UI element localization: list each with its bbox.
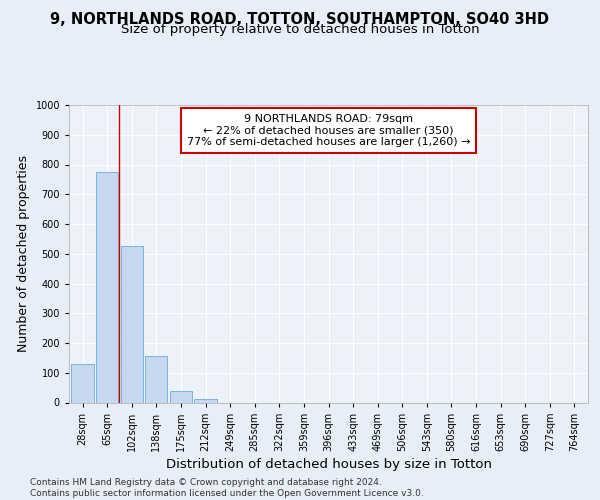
Bar — [121, 246, 143, 402]
Bar — [145, 356, 167, 403]
Text: Contains HM Land Registry data © Crown copyright and database right 2024.
Contai: Contains HM Land Registry data © Crown c… — [30, 478, 424, 498]
Bar — [170, 390, 192, 402]
Text: Size of property relative to detached houses in Totton: Size of property relative to detached ho… — [121, 22, 479, 36]
Text: 9, NORTHLANDS ROAD, TOTTON, SOUTHAMPTON, SO40 3HD: 9, NORTHLANDS ROAD, TOTTON, SOUTHAMPTON,… — [50, 12, 550, 28]
Bar — [194, 399, 217, 402]
X-axis label: Distribution of detached houses by size in Totton: Distribution of detached houses by size … — [166, 458, 491, 471]
Bar — [71, 364, 94, 403]
Y-axis label: Number of detached properties: Number of detached properties — [17, 155, 30, 352]
Bar — [96, 172, 118, 402]
Text: 9 NORTHLANDS ROAD: 79sqm
← 22% of detached houses are smaller (350)
77% of semi-: 9 NORTHLANDS ROAD: 79sqm ← 22% of detach… — [187, 114, 470, 147]
